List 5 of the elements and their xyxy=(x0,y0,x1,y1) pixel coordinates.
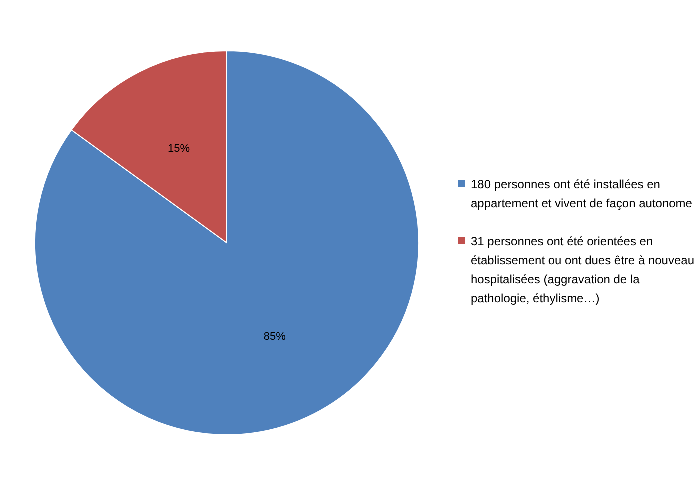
pie-slice xyxy=(34,50,420,436)
data-label: 85% xyxy=(264,330,286,343)
legend-label: 31 personnes ont été orientées en établissement ou ont dues être à nouveau hospitalisées (aggravation de la pathologie, éthylisme…) xyxy=(471,234,694,306)
data-label: 15% xyxy=(168,142,190,155)
legend-label: 180 personnes ont été installées en appartement et vivent de façon autonome xyxy=(471,178,693,210)
